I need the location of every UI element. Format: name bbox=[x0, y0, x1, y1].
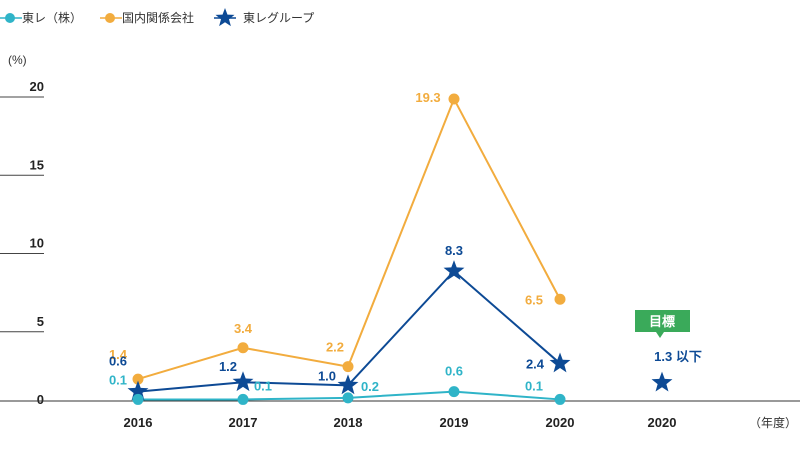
series-1-point-4 bbox=[554, 293, 566, 305]
series-2-point-0 bbox=[127, 380, 149, 401]
x-tick-label-0: 2016 bbox=[124, 415, 153, 430]
series-2-point-2 bbox=[337, 374, 359, 395]
target-badge-pointer bbox=[656, 332, 664, 338]
series-1-point-1 bbox=[237, 342, 249, 354]
series-0-point-0 bbox=[132, 393, 144, 405]
target-label: 1.3 以下 bbox=[654, 349, 702, 364]
x-tick-label-2: 2018 bbox=[334, 415, 363, 430]
x-tick-label-1: 2017 bbox=[229, 415, 258, 430]
series-0-point-2 bbox=[342, 392, 354, 404]
legend-label-1: 国内関係会社 bbox=[122, 10, 194, 25]
x-tick-label-target: 2020 bbox=[648, 415, 677, 430]
series-2-label-0: 0.6 bbox=[109, 354, 127, 369]
series-1-label-2: 2.2 bbox=[326, 340, 344, 355]
legend-star-icon-2 bbox=[215, 8, 235, 27]
series-2-label-4: 2.4 bbox=[526, 356, 545, 371]
target-badge bbox=[635, 310, 690, 332]
series-2-point-1 bbox=[232, 371, 254, 392]
series-1-point-3 bbox=[448, 93, 460, 105]
y-tick-label-4: 20 bbox=[30, 79, 44, 94]
series-2-label-2: 1.0 bbox=[318, 368, 336, 383]
x-unit-label: （年度） bbox=[749, 415, 797, 430]
legend-label-2: 東レグループ bbox=[243, 11, 314, 25]
legend-label-0: 東レ（株） bbox=[22, 10, 82, 25]
target-star-marker bbox=[651, 371, 673, 392]
y-tick-label-0: 0 bbox=[37, 392, 44, 407]
series-0-label-4: 0.1 bbox=[525, 378, 543, 393]
series-1-label-4: 6.5 bbox=[525, 292, 543, 307]
series-line-1 bbox=[137, 96, 561, 381]
series-0-label-0: 0.1 bbox=[109, 372, 127, 387]
series-0-label-3: 0.6 bbox=[445, 364, 463, 379]
series-2-point-3 bbox=[443, 260, 465, 280]
y-tick-label-2: 10 bbox=[30, 236, 44, 251]
target-badge-text: 目標 bbox=[649, 314, 675, 329]
series-1-point-2 bbox=[342, 361, 354, 373]
series-1-label-1: 3.4 bbox=[234, 321, 253, 336]
y-unit-label: (%) bbox=[8, 53, 27, 67]
y-tick-label-3: 15 bbox=[30, 157, 44, 172]
series-0-point-4 bbox=[554, 393, 566, 405]
y-tick-label-1: 5 bbox=[37, 314, 44, 329]
series-2-point-4 bbox=[549, 352, 571, 373]
series-0-label-1: 0.1 bbox=[254, 378, 272, 393]
series-1-point-0 bbox=[132, 373, 144, 385]
legend-circle-icon-0 bbox=[5, 13, 15, 23]
x-tick-label-3: 2019 bbox=[440, 415, 469, 430]
legend-circle-icon-1 bbox=[105, 13, 115, 23]
series-1-label-0: 1.4 bbox=[109, 347, 128, 362]
series-line-2 bbox=[137, 269, 561, 393]
series-2-label-1: 1.2 bbox=[219, 359, 237, 374]
series-2-label-3: 8.3 bbox=[445, 243, 463, 258]
series-0-point-1 bbox=[237, 393, 249, 405]
series-0-label-2: 0.2 bbox=[361, 379, 379, 394]
series-0-point-3 bbox=[448, 386, 460, 398]
series-1-label-3: 19.3 bbox=[415, 90, 440, 105]
x-tick-label-4: 2020 bbox=[546, 415, 575, 430]
